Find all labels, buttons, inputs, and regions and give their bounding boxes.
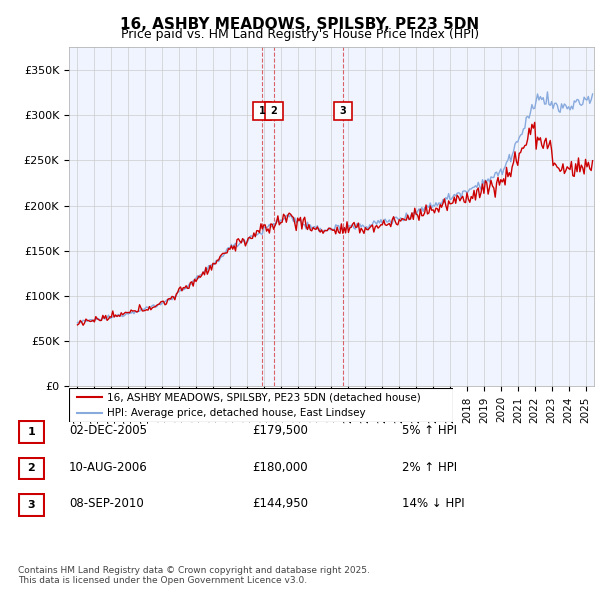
Text: 3: 3 xyxy=(340,106,347,116)
Text: £180,000: £180,000 xyxy=(252,461,308,474)
Text: £144,950: £144,950 xyxy=(252,497,308,510)
Text: 2: 2 xyxy=(28,464,35,473)
Text: 1: 1 xyxy=(28,427,35,437)
Text: £179,500: £179,500 xyxy=(252,424,308,437)
Text: 2% ↑ HPI: 2% ↑ HPI xyxy=(402,461,457,474)
Text: Price paid vs. HM Land Registry's House Price Index (HPI): Price paid vs. HM Land Registry's House … xyxy=(121,28,479,41)
Text: 14% ↓ HPI: 14% ↓ HPI xyxy=(402,497,464,510)
Text: 5% ↑ HPI: 5% ↑ HPI xyxy=(402,424,457,437)
Text: 3: 3 xyxy=(28,500,35,510)
Text: Contains HM Land Registry data © Crown copyright and database right 2025.
This d: Contains HM Land Registry data © Crown c… xyxy=(18,566,370,585)
Text: 08-SEP-2010: 08-SEP-2010 xyxy=(69,497,144,510)
Text: 16, ASHBY MEADOWS, SPILSBY, PE23 5DN (detached house): 16, ASHBY MEADOWS, SPILSBY, PE23 5DN (de… xyxy=(107,392,421,402)
Text: 02-DEC-2005: 02-DEC-2005 xyxy=(69,424,147,437)
Text: 1: 1 xyxy=(259,106,266,116)
Text: 2: 2 xyxy=(271,106,277,116)
Text: 16, ASHBY MEADOWS, SPILSBY, PE23 5DN: 16, ASHBY MEADOWS, SPILSBY, PE23 5DN xyxy=(121,17,479,31)
Text: 10-AUG-2006: 10-AUG-2006 xyxy=(69,461,148,474)
Text: HPI: Average price, detached house, East Lindsey: HPI: Average price, detached house, East… xyxy=(107,408,366,418)
